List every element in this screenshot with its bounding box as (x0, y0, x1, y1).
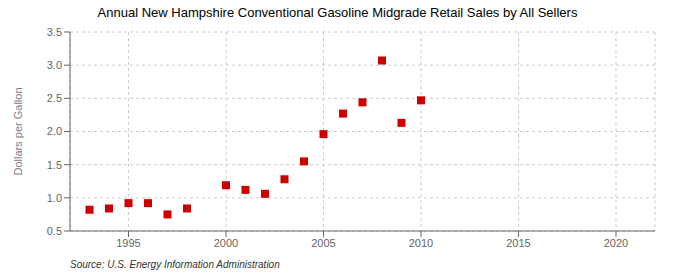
svg-text:1.0: 1.0 (47, 192, 62, 204)
html-text:Source: U.S. Energy Informatio: Source: U.S. Energy Information Administ… (70, 259, 280, 270)
svg-text:1995: 1995 (116, 237, 140, 249)
svg-text:Dollars per Gallon: Dollars per Gallon (12, 87, 24, 175)
svg-text:1.5: 1.5 (47, 159, 62, 171)
svg-text:2020: 2020 (604, 237, 628, 249)
svg-text:2010: 2010 (409, 237, 433, 249)
svg-text:3.0: 3.0 (47, 59, 62, 71)
svg-text:2.5: 2.5 (47, 92, 62, 104)
html-text:Annual New Hampshire Conventio: Annual New Hampshire Conventional Gasoli… (97, 5, 578, 20)
svg-text:2005: 2005 (311, 237, 335, 249)
svg-text:0.5: 0.5 (47, 225, 62, 237)
svg-text:3.5: 3.5 (47, 26, 62, 38)
svg-text:2015: 2015 (506, 237, 530, 249)
svg-text:2.0: 2.0 (47, 125, 62, 137)
svg-text:2000: 2000 (214, 237, 238, 249)
